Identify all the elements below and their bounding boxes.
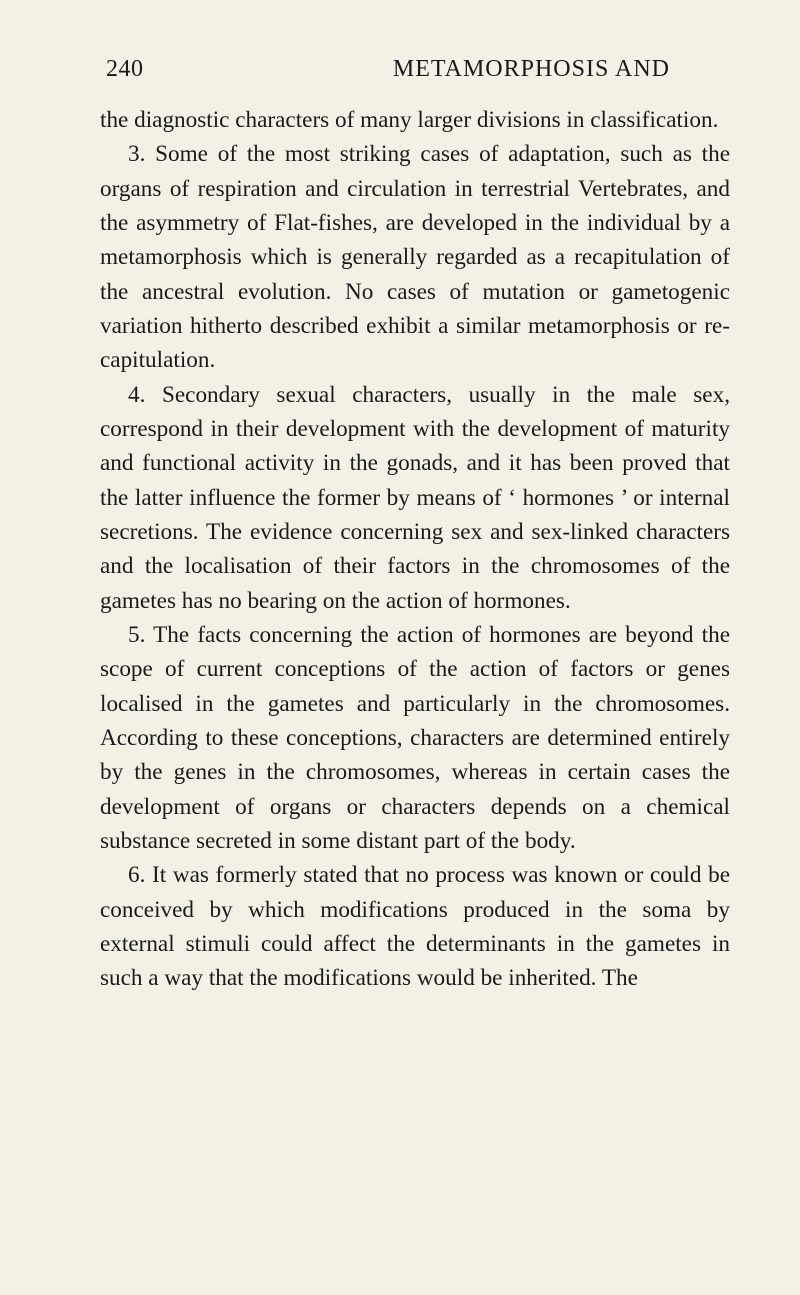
running-title: METAMORPHOSIS AND — [393, 56, 670, 83]
page-header: 240 METAMORPHOSIS AND — [100, 56, 730, 83]
paragraph-5: 6. It was formerly stated that no proces… — [100, 858, 730, 995]
paragraph-4: 5. The facts concerning the action of ho… — [100, 618, 730, 858]
book-page: 240 METAMORPHOSIS AND the diagnostic cha… — [0, 0, 800, 1295]
paragraph-2: 3. Some of the most striking cases of ad… — [100, 137, 730, 377]
paragraph-3: 4. Secondary sexual characters, usually … — [100, 378, 730, 618]
page-number: 240 — [106, 56, 144, 83]
paragraph-1: the diagnostic characters of many larger… — [100, 103, 730, 137]
page-body: the diagnostic characters of many larger… — [100, 103, 730, 996]
